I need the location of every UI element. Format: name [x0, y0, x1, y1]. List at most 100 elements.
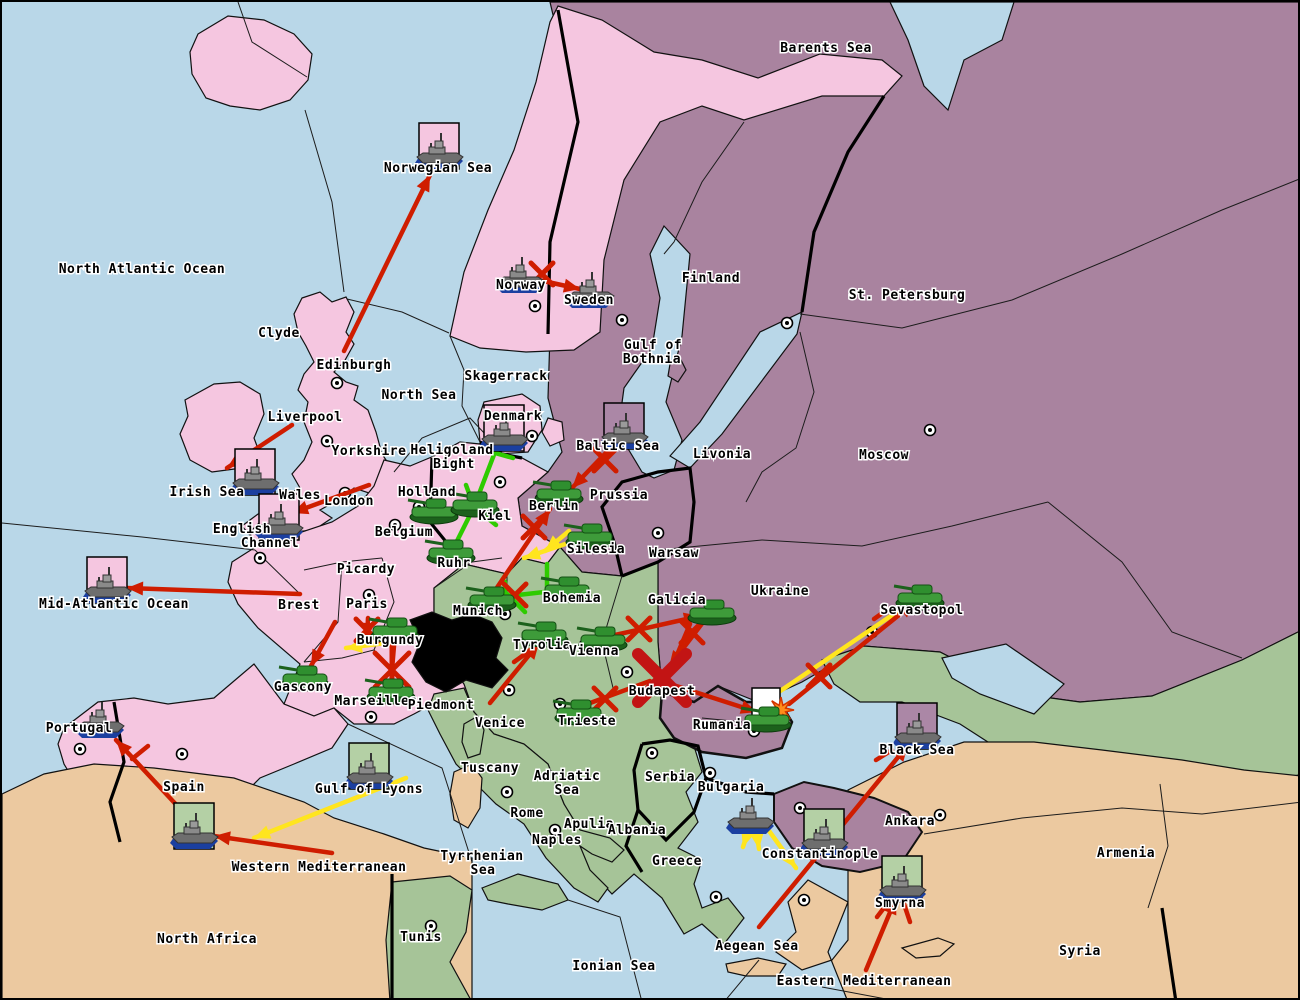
region-cyprus[interactable]: [900, 937, 956, 959]
supply-center-dot: [548, 823, 562, 837]
label-liverpool: Liverpool: [268, 410, 343, 425]
fleet-baltic-sea[interactable]: [600, 402, 649, 450]
label-kiel: Kiel: [478, 509, 511, 524]
order-arrowhead: [524, 546, 542, 560]
order-arrowhead: [562, 278, 580, 293]
army-sevastopol[interactable]: [893, 584, 945, 611]
fleet-gulf-of-lyons[interactable]: [345, 742, 394, 790]
label-rumania: Rumania: [693, 718, 751, 733]
region-sicily[interactable]: [481, 873, 569, 911]
order-line: [900, 898, 913, 925]
label-ukraine: Ukraine: [751, 584, 809, 599]
order-line: [871, 606, 891, 622]
label-edinburgh: Edinburgh: [317, 358, 392, 373]
label-norwegian-sea: Norwegian Sea: [384, 161, 492, 176]
fleet-portugal[interactable]: [76, 702, 125, 738]
failed-order-x: [520, 513, 548, 541]
order-arrowhead: [780, 850, 796, 868]
region-sardinia[interactable]: [449, 763, 483, 829]
fleet-irish-sea[interactable]: [231, 448, 280, 496]
order-arrowhead: [346, 639, 363, 653]
region-north-africa[interactable]: [2, 763, 473, 1000]
fleet-norway[interactable]: [496, 257, 545, 293]
label-clyde: Clyde: [258, 326, 300, 341]
region-crete[interactable]: [725, 957, 787, 977]
label-denmark: Denmark: [484, 409, 542, 424]
supply-center-dot: [388, 518, 402, 532]
army-marseilles[interactable]: [364, 678, 416, 705]
supply-center-dot: [493, 475, 507, 489]
fleet-constantinople[interactable]: [800, 808, 849, 856]
order-line: [873, 747, 895, 763]
region-sjaelland[interactable]: [541, 417, 565, 447]
army-berlin[interactable]: [532, 480, 584, 507]
supply-center-dot: [645, 746, 659, 760]
fleet-bulgaria-south-coast[interactable]: [726, 798, 775, 834]
army-rumania[interactable]: [740, 706, 792, 733]
supply-center-dot: [615, 313, 629, 327]
region-sea-of-azov[interactable]: [941, 643, 1065, 715]
army-silesia[interactable]: [563, 523, 615, 550]
region-great-britain[interactable]: [241, 291, 395, 543]
fleet-spain-south-coast[interactable]: [170, 802, 219, 850]
army-bohemia[interactable]: [540, 576, 592, 603]
label-vienna: Vienna: [569, 644, 619, 659]
label-venice: Venice: [475, 716, 525, 731]
label-belgium: Belgium: [375, 525, 433, 540]
army-gascony[interactable]: [278, 665, 330, 692]
label-tyrrhenian-sea-1: Tyrrhenian: [440, 849, 523, 864]
label-marseilles: Marseilles: [334, 694, 417, 709]
army-burgundy[interactable]: [368, 617, 420, 644]
region-tunis[interactable]: [385, 875, 473, 1000]
army-vienna[interactable]: [576, 626, 628, 653]
fleet-sweden[interactable]: [566, 272, 615, 308]
army-trieste[interactable]: [552, 699, 604, 726]
label-adriatic-sea-2: Sea: [555, 783, 580, 798]
region-norway[interactable]: [449, 5, 903, 353]
fleet-norwegian-sea[interactable]: [415, 122, 464, 170]
region-white-sea[interactable]: [889, 2, 1015, 112]
label-brest: Brest: [278, 598, 320, 613]
label-picardy: Picardy: [337, 562, 395, 577]
label-north-atlantic-ocean: North Atlantic Ocean: [59, 262, 226, 277]
supply-center-dot: [525, 429, 539, 443]
region-switzerland[interactable]: [409, 611, 509, 693]
army-tyrolia[interactable]: [517, 621, 569, 648]
region-corsica[interactable]: [461, 715, 485, 759]
label-sevastopol: Sevastopol: [880, 603, 963, 618]
order-line: [579, 678, 653, 709]
region-gulf-of-finland[interactable]: [669, 310, 803, 469]
army-kiel[interactable]: [448, 491, 500, 518]
label-prussia: Prussia: [590, 488, 648, 503]
fleet-denmark[interactable]: [480, 404, 529, 452]
army-holland[interactable]: [407, 498, 459, 525]
supply-center-dot: [424, 919, 438, 933]
fleet-smyrna[interactable]: [878, 855, 927, 903]
supply-center-dot: [797, 893, 811, 907]
army-munich[interactable]: [465, 586, 517, 613]
supply-center-dot: [703, 766, 717, 780]
label-eastern-mediterranean: Eastern Mediterranean: [777, 974, 952, 989]
label-munich: Munich: [453, 604, 503, 619]
label-silesia: Silesia: [567, 542, 625, 557]
region-gotland[interactable]: [667, 357, 687, 383]
army-galicia[interactable]: [685, 599, 737, 626]
fleet-black-sea[interactable]: [893, 702, 942, 750]
label-ankara: Ankara: [885, 814, 935, 829]
label-north-sea: North Sea: [382, 388, 457, 403]
label-albania: Albania: [608, 823, 666, 838]
army-ruhr[interactable]: [424, 539, 476, 566]
label-berlin: Berlin: [529, 499, 579, 514]
label-st-petersburg: St. Petersburg: [849, 288, 966, 303]
label-syria: Syria: [1059, 944, 1101, 959]
fleet-english-channel[interactable]: [255, 493, 304, 541]
order-line: [511, 649, 531, 665]
supply-center-dot: [175, 747, 189, 761]
label-naples: Naples: [532, 833, 582, 848]
fleet-mid-atlantic[interactable]: [83, 556, 132, 604]
label-western-mediterranean: Western Mediterranean: [232, 860, 407, 875]
region-turkey[interactable]: [775, 741, 1300, 1000]
label-serbia: Serbia: [645, 770, 695, 785]
region-iceland[interactable]: [189, 15, 313, 111]
